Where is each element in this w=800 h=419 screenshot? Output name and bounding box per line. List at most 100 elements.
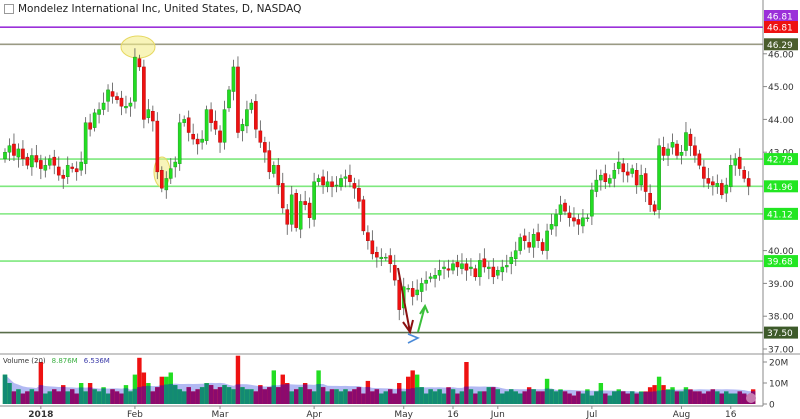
candle xyxy=(455,254,460,276)
candle-body xyxy=(343,176,348,179)
price-tick-label: 45.00 xyxy=(768,83,794,93)
candle xyxy=(101,92,106,116)
price-tag: 41.12 xyxy=(764,207,798,220)
candle xyxy=(693,136,697,163)
candle-body xyxy=(321,176,325,186)
candle-body xyxy=(48,158,52,166)
candle xyxy=(276,158,281,194)
volume-bar-under-ma xyxy=(338,391,344,404)
volume-bar-under-ma xyxy=(164,384,169,404)
collapse-icon[interactable] xyxy=(4,4,14,14)
candle xyxy=(630,164,634,178)
candle xyxy=(195,133,200,155)
volume-bar xyxy=(683,387,689,404)
volume-bar-under-ma xyxy=(217,387,223,404)
candle xyxy=(621,158,626,183)
candle xyxy=(218,125,222,153)
candle-body xyxy=(625,171,630,176)
candle xyxy=(616,151,621,175)
volume-bar xyxy=(674,391,680,404)
candle-body xyxy=(500,266,505,273)
candle xyxy=(679,144,684,165)
candle-body xyxy=(616,161,621,169)
volume-bar xyxy=(356,387,362,404)
candle xyxy=(39,154,43,180)
volume-bar xyxy=(244,389,250,404)
volume-bar-under-ma xyxy=(473,393,478,404)
candle xyxy=(603,164,608,189)
volume-bar-under-ma xyxy=(607,395,612,404)
candle xyxy=(652,200,657,216)
volume-bar-under-ma xyxy=(500,393,505,404)
candle-body xyxy=(294,192,299,228)
volume-bar-under-ma xyxy=(96,391,102,404)
time-axis[interactable]: 2018 Feb Mar Apr May 16 Jun Jul Aug 16 xyxy=(28,406,737,419)
candle-body xyxy=(554,214,558,227)
volume-bar-under-ma xyxy=(576,391,581,404)
candle xyxy=(469,258,473,276)
price-tag: 39.68 xyxy=(764,255,798,268)
candle xyxy=(509,251,514,275)
volume-bar-under-ma xyxy=(406,388,411,404)
candle-body xyxy=(733,158,738,166)
candle-body xyxy=(272,165,276,174)
candle-body xyxy=(227,89,231,109)
volume-bar xyxy=(495,389,500,404)
candle xyxy=(65,156,70,185)
volume-bar-under-ma xyxy=(661,390,666,404)
candle xyxy=(343,169,348,188)
candle xyxy=(500,259,505,281)
volume-bar xyxy=(665,389,671,404)
badge-icon[interactable] xyxy=(746,393,756,403)
candle-body xyxy=(643,173,648,192)
volume-bar-under-ma xyxy=(616,390,621,404)
price-tick-label: 38.00 xyxy=(768,313,794,323)
candle-body xyxy=(464,263,469,271)
volume-bar xyxy=(392,393,397,404)
time-tick-label: Feb xyxy=(127,410,143,419)
price-tag-label: 46.81 xyxy=(767,13,793,23)
volume-bar xyxy=(661,385,666,404)
volume-bar-under-ma xyxy=(204,383,209,404)
volume-bar xyxy=(374,389,380,404)
candle xyxy=(666,143,670,166)
candle-body xyxy=(724,184,729,194)
candle xyxy=(702,159,706,188)
price-tag-label: 41.12 xyxy=(767,210,793,220)
volume-bar xyxy=(638,391,644,404)
candle xyxy=(124,95,128,114)
volume-bar-under-ma xyxy=(670,389,675,404)
candle-body xyxy=(97,109,101,115)
candle xyxy=(227,85,231,112)
volume-bar-under-ma xyxy=(491,387,496,404)
candle xyxy=(549,213,554,235)
candle-body xyxy=(56,166,61,176)
volume-bar-under-ma xyxy=(38,385,44,404)
volume-bar xyxy=(598,383,604,404)
volume-bar xyxy=(621,391,626,404)
volume-bar-under-ma xyxy=(222,385,227,404)
candle-body xyxy=(236,66,240,133)
candle-body xyxy=(652,204,657,212)
volume-bar-under-ma xyxy=(110,389,115,404)
candle-body xyxy=(146,109,151,118)
candle-body xyxy=(742,170,746,179)
candle-body xyxy=(285,209,290,225)
volume-bar xyxy=(34,391,39,404)
price-tag-bg xyxy=(764,207,798,220)
candle xyxy=(294,189,299,232)
candles xyxy=(3,48,751,321)
candle xyxy=(280,172,285,214)
volume-bar-under-ma xyxy=(625,393,630,404)
compare-badge[interactable] xyxy=(746,393,756,403)
price-axis[interactable]: 46.0045.0044.0043.0040.0039.0038.0037.00… xyxy=(763,10,798,356)
candle-body xyxy=(25,156,30,166)
volume-bar xyxy=(518,393,523,404)
candle xyxy=(415,279,419,301)
candle-body xyxy=(513,250,518,260)
volume-bar xyxy=(101,387,106,404)
candle-body xyxy=(370,240,375,255)
volume-bar xyxy=(531,389,536,404)
volume-bar-under-ma xyxy=(710,389,716,404)
